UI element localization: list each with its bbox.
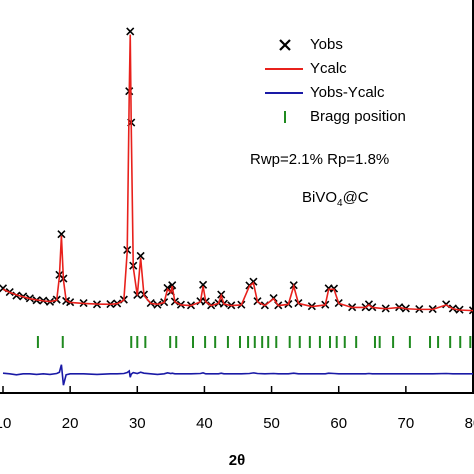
obs-marker — [199, 280, 208, 289]
formula-subscript: 4 — [337, 198, 343, 209]
obs-marker — [126, 27, 135, 36]
series-line — [2, 364, 473, 386]
obs-marker — [57, 230, 66, 239]
x-tick-label: 50 — [263, 415, 280, 432]
legend-label: Yobs-Ycalc — [310, 84, 385, 101]
x-tick-label: 80 — [465, 415, 474, 432]
legend-label: Bragg position — [310, 108, 406, 125]
legend-label: Ycalc — [310, 60, 347, 77]
x-tick-label: 60 — [330, 415, 347, 432]
x-tick-label: 30 — [129, 415, 146, 432]
obs-marker — [168, 281, 177, 290]
x-tick-label: 20 — [62, 415, 79, 432]
legend-label: Yobs — [310, 36, 343, 53]
series-line — [2, 34, 474, 312]
x-axis-label: 2θ — [229, 452, 245, 469]
formula: BiVO4@C — [302, 189, 369, 209]
formula-part: BiVO — [302, 189, 337, 206]
legend-marker — [279, 39, 291, 51]
formula-part: @C — [343, 189, 369, 206]
x-tick-label: 70 — [398, 415, 415, 432]
x-tick-label: 40 — [196, 415, 213, 432]
obs-marker — [136, 251, 145, 260]
x-tick-label: 10 — [0, 415, 11, 432]
annotation: Rwp=2.1% Rp=1.8% — [250, 151, 389, 168]
